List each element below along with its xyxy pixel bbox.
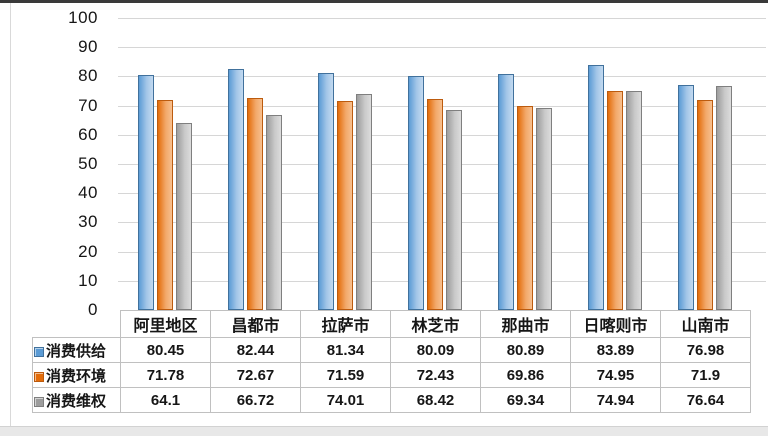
y-tick-label: 20 — [78, 241, 98, 261]
bar-消费环境 — [337, 100, 353, 310]
bar-group-昌都市 — [210, 18, 300, 310]
gridline — [118, 18, 766, 19]
bar-消费维权 — [176, 122, 192, 310]
y-axis: 0 10 20 30 40 50 60 70 80 90 100 — [0, 0, 98, 330]
value-cell: 83.89 — [570, 337, 661, 363]
y-tick-label: 60 — [78, 124, 98, 144]
value-cell: 68.42 — [390, 387, 481, 413]
value-cell: 80.09 — [390, 337, 481, 363]
value-cell: 74.01 — [300, 387, 391, 413]
category-header: 阿里地区 — [120, 310, 211, 338]
value-cell: 71.78 — [120, 362, 211, 388]
bar-消费环境 — [157, 100, 173, 310]
legend-swatch-icon — [34, 346, 44, 357]
value-cell: 72.43 — [390, 362, 481, 388]
value-cell: 71.59 — [300, 362, 391, 388]
value-cell: 71.9 — [660, 362, 751, 388]
bar-消费维权 — [536, 107, 552, 310]
y-tick-label: 70 — [78, 95, 98, 115]
bar-消费供给 — [498, 73, 514, 310]
bar-消费维权 — [716, 86, 732, 310]
scan-bottom-edge — [0, 426, 768, 436]
bar-group-山南市 — [660, 18, 750, 310]
bar-消费维权 — [356, 93, 372, 310]
bar-消费环境 — [247, 97, 263, 310]
bar-group-林芝市 — [390, 18, 480, 310]
category-header: 林芝市 — [390, 310, 481, 338]
table-corner-spacer — [33, 311, 121, 338]
bar-消费环境 — [427, 98, 443, 310]
category-header: 昌都市 — [210, 310, 301, 338]
value-cell: 80.89 — [480, 337, 571, 363]
chart-data-table: 阿里地区 昌都市 拉萨市 林芝市 那曲市 日喀则市 山南市 消费供给 80.45 82.44 81.… — [32, 310, 751, 413]
bar-消费供给 — [318, 72, 334, 310]
bar-消费供给 — [228, 69, 244, 310]
y-tick-label: 30 — [78, 212, 98, 232]
category-header: 那曲市 — [480, 310, 571, 338]
category-header: 日喀则市 — [570, 310, 661, 338]
bar-消费供给 — [678, 85, 694, 310]
bar-消费环境 — [607, 91, 623, 310]
bar-消费维权 — [626, 91, 642, 310]
gridline — [118, 47, 766, 49]
value-cell: 80.45 — [120, 337, 211, 363]
value-cell: 69.86 — [480, 362, 571, 388]
y-tick-label: 40 — [78, 183, 98, 203]
gridline — [118, 76, 766, 78]
bar-group-拉萨市 — [300, 18, 390, 310]
value-cell: 64.1 — [120, 387, 211, 413]
table-row-消费供给: 消费供给 80.45 82.44 81.34 80.09 80.89 83.89 76.98 — [32, 337, 751, 363]
y-tick-label: 0 — [88, 300, 98, 319]
bar-消费维权 — [446, 110, 462, 310]
value-cell: 72.67 — [210, 362, 301, 388]
value-cell: 66.72 — [210, 387, 301, 413]
bar-group-日喀则市 — [570, 18, 660, 310]
y-tick-label: 10 — [78, 270, 98, 290]
y-tick-label: 80 — [78, 66, 98, 86]
bar-消费供给 — [588, 65, 604, 310]
value-cell: 82.44 — [210, 337, 301, 363]
bar-消费供给 — [408, 76, 424, 310]
table-header-row: 阿里地区 昌都市 拉萨市 林芝市 那曲市 日喀则市 山南市 — [33, 310, 751, 338]
y-tick-label: 50 — [78, 154, 98, 173]
y-tick-label: 90 — [78, 37, 98, 57]
bar-group-那曲市 — [480, 18, 570, 310]
value-cell: 74.94 — [570, 387, 661, 413]
value-cell: 74.95 — [570, 362, 661, 388]
plot-area — [118, 18, 766, 310]
value-cell: 76.64 — [660, 387, 751, 413]
series-label: 消费环境 — [32, 362, 121, 388]
series-label: 消费维权 — [32, 387, 121, 413]
scan-left-edge — [10, 3, 11, 427]
scan-top-edge — [0, 0, 768, 3]
legend-swatch-icon — [34, 371, 44, 382]
bar-消费环境 — [697, 100, 713, 310]
value-cell: 69.34 — [480, 387, 571, 413]
category-header: 拉萨市 — [300, 310, 391, 338]
value-cell: 76.98 — [660, 337, 751, 363]
bar-消费环境 — [517, 106, 533, 310]
table-row-消费环境: 消费环境 71.78 72.67 71.59 72.43 69.86 74.95 71.9 — [32, 362, 751, 388]
category-header: 山南市 — [660, 310, 751, 338]
bar-group-阿里地区 — [120, 18, 210, 310]
bar-消费供给 — [138, 75, 154, 310]
bar-消费维权 — [266, 115, 282, 310]
y-tick-label: 100 — [68, 8, 98, 27]
table-row-消费维权: 消费维权 64.1 66.72 74.01 68.42 69.34 74.94 76.64 — [32, 387, 751, 413]
series-label: 消费供给 — [32, 337, 121, 363]
legend-swatch-icon — [34, 396, 44, 407]
value-cell: 81.34 — [300, 337, 391, 363]
